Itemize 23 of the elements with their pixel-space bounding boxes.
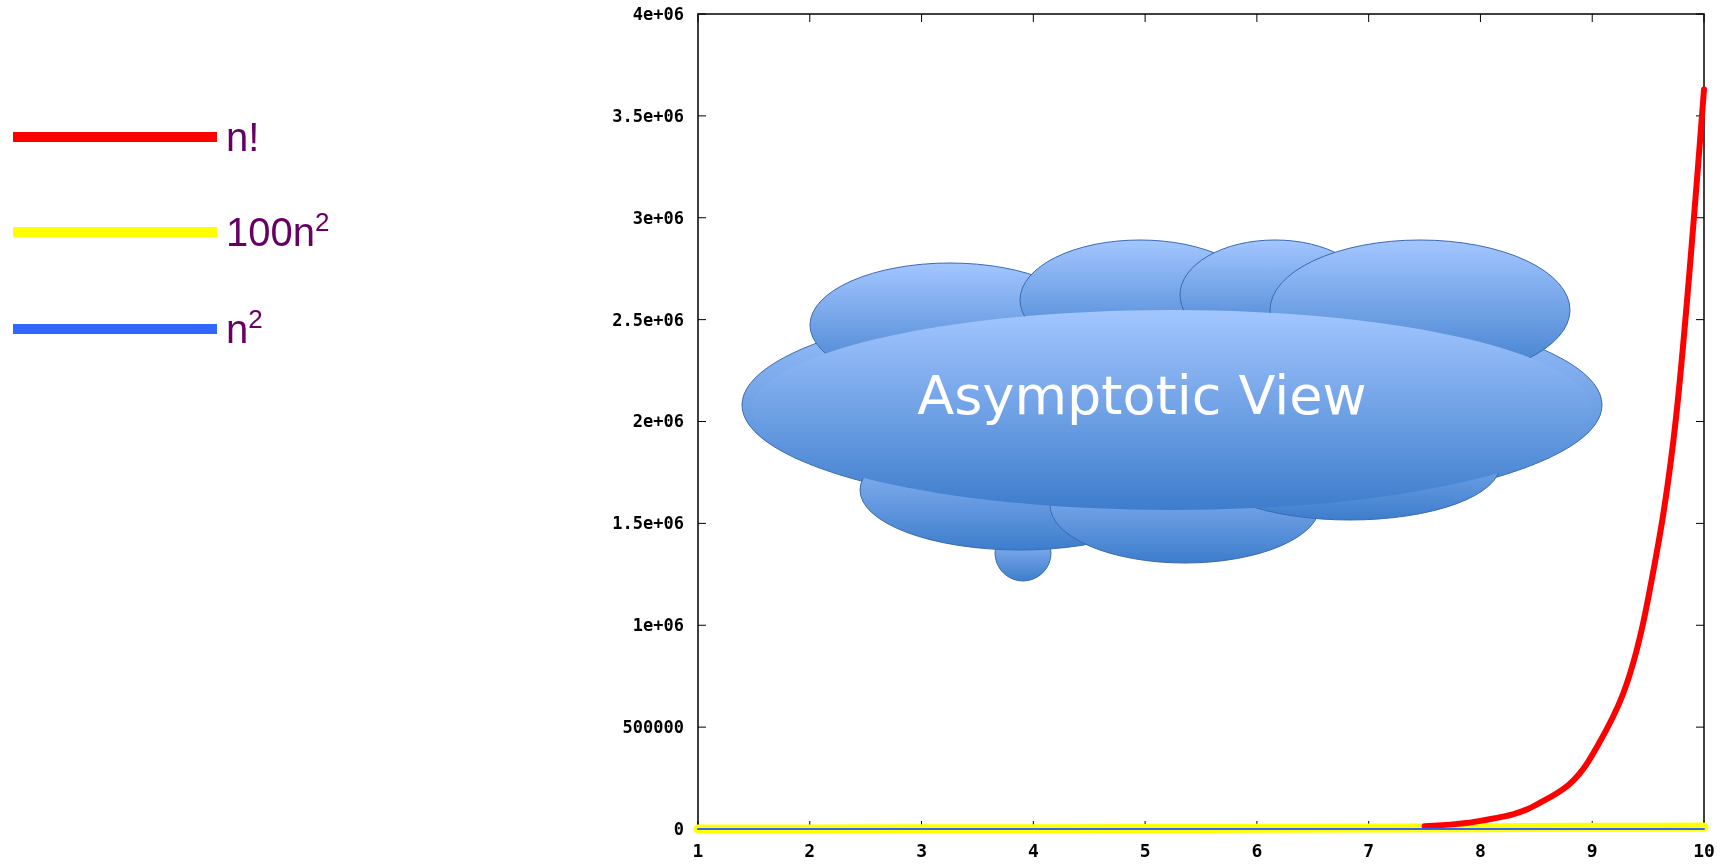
legend-label: n! (226, 115, 260, 159)
x-tick-label: 5 (1139, 840, 1151, 861)
x-tick-label: 7 (1363, 840, 1375, 861)
y-tick-label: 2.5e+06 (612, 309, 684, 330)
x-tick-label: 8 (1475, 840, 1486, 861)
legend-label: 100n$^{2}$ (226, 207, 330, 254)
y-tick-label: 3e+06 (632, 207, 684, 228)
legend-label: n$^{2}$ (226, 304, 263, 351)
y-tick-label: 1.5e+06 (612, 513, 684, 534)
x-tick-label: 1 (692, 840, 704, 861)
x-tick-label: 3 (916, 840, 927, 861)
y-tick-label: 500000 (622, 717, 684, 738)
y-tick-label: 0 (673, 818, 684, 839)
x-tick-label: 2 (804, 840, 816, 861)
y-tick-label: 2e+06 (632, 411, 684, 432)
x-tick-label: 10 (1693, 840, 1715, 861)
x-tick-label: 6 (1251, 840, 1263, 861)
y-tick-label: 1e+06 (632, 615, 684, 636)
x-tick-label: 4 (1027, 840, 1039, 861)
y-tick-label: 3.5e+06 (612, 105, 684, 126)
x-tick-label: 9 (1586, 840, 1598, 861)
y-tick-label: 4e+06 (632, 3, 684, 24)
annotation: Asymptotic View (917, 363, 1367, 427)
